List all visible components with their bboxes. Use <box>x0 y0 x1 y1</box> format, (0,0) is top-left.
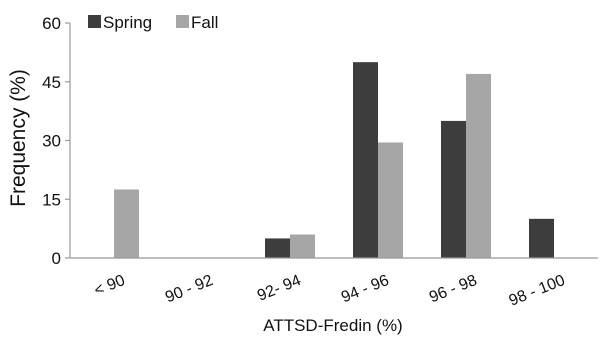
legend-label-fall: Fall <box>191 13 218 32</box>
x-tick-label: < 90 <box>92 272 128 300</box>
x-tick-label: 94 - 96 <box>339 272 392 306</box>
x-tick-label: 92- 94 <box>255 272 304 305</box>
bar-spring-5 <box>529 218 554 258</box>
legend-swatch-spring <box>88 15 101 28</box>
legend-swatch-fall <box>176 15 189 28</box>
y-tick-label: 45 <box>42 73 61 92</box>
bars-group <box>114 62 554 259</box>
bar-fall-3 <box>378 142 403 258</box>
y-tick-label: 15 <box>42 190 61 209</box>
y-tick-label: 0 <box>52 249 61 268</box>
bar-spring-3 <box>353 62 378 258</box>
bar-spring-4 <box>441 120 466 259</box>
x-axis-tick-labels: < 90 90 - 92 92- 94 94 - 96 96 - 98 98 - 100 <box>92 272 568 310</box>
bar-spring-2 <box>265 238 290 258</box>
y-axis-ticks: 0 15 30 45 60 <box>42 14 70 268</box>
x-axis-label: ATTSD-Fredin (%) <box>263 316 402 335</box>
y-tick-label: 60 <box>42 14 61 33</box>
legend: Spring Fall <box>88 13 218 32</box>
bar-fall-0 <box>114 189 139 258</box>
x-tick-label: 98 - 100 <box>507 272 568 310</box>
x-tick-label: 90 - 92 <box>163 272 216 306</box>
bar-fall-2 <box>290 234 315 258</box>
x-tick-label: 96 - 98 <box>427 272 480 306</box>
y-tick-label: 30 <box>42 132 61 151</box>
bar-fall-4 <box>466 73 491 259</box>
y-axis-label: Frequency (%) <box>7 69 30 207</box>
legend-label-spring: Spring <box>103 13 152 32</box>
